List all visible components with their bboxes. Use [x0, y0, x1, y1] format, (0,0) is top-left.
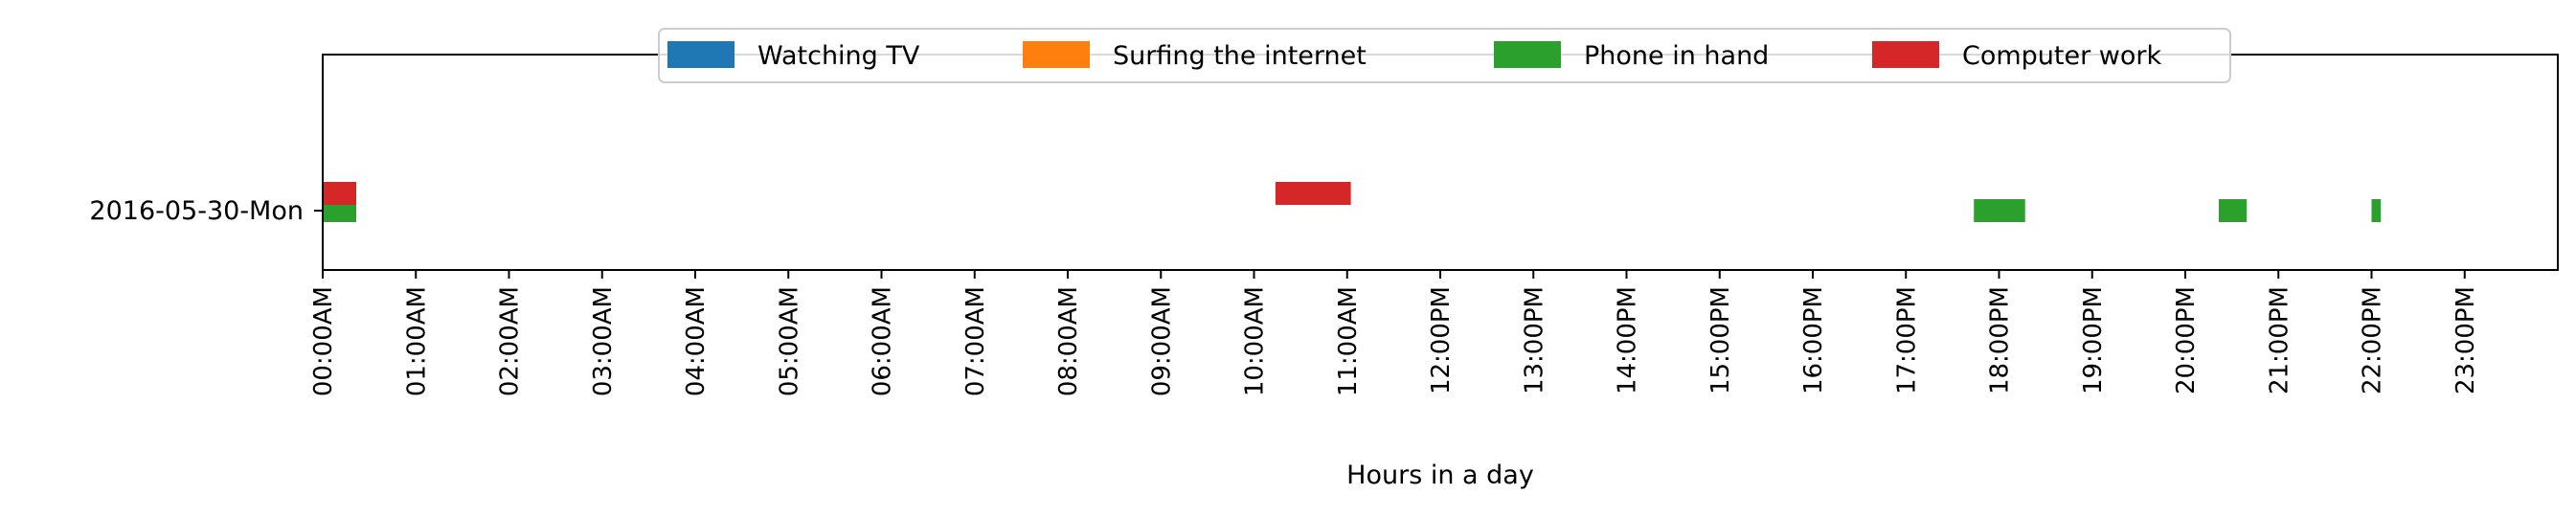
x-tick-label: 09:00AM	[1147, 286, 1176, 396]
y-axis: 2016-05-30-Mon	[89, 196, 323, 226]
x-tick-label: 20:00PM	[2172, 286, 2201, 394]
legend-label: Phone in hand	[1584, 41, 1769, 71]
x-tick-label: 00:00AM	[309, 286, 338, 396]
x-tick-label: 03:00AM	[589, 286, 618, 396]
x-axis: 00:00AM 01:00AM 02:00AM 03:00AM 04:00AM 05:00…	[309, 270, 2480, 396]
x-tick-label: 07:00AM	[961, 286, 990, 396]
x-tick-label: 11:00AM	[1334, 286, 1363, 396]
x-tick-label: 15:00PM	[1706, 286, 1735, 394]
bar-computer-work-0	[323, 182, 357, 205]
legend-label: Surfing the internet	[1113, 41, 1367, 71]
legend-swatch	[1023, 41, 1090, 68]
x-tick-label: 08:00AM	[1054, 286, 1083, 396]
x-tick-label: 13:00PM	[1520, 286, 1548, 394]
x-tick-label: 19:00PM	[2079, 286, 2108, 394]
x-tick-label: 14:00PM	[1614, 286, 1642, 394]
plot-frame	[322, 54, 2559, 271]
x-tick-label: 18:00PM	[1986, 286, 2015, 394]
x-tick-label: 01:00AM	[402, 286, 431, 396]
x-tick-label: 22:00PM	[2359, 286, 2387, 394]
x-tick-label: 10:00AM	[1241, 286, 1270, 396]
bar-phone-in-hand-3	[2371, 199, 2382, 222]
legend-swatch	[1494, 41, 1561, 68]
legend-label: Watching TV	[757, 41, 920, 71]
x-axis-label: Hours in a day	[1346, 461, 1534, 490]
x-tick-label: 06:00AM	[869, 286, 897, 396]
bar-phone-in-hand-1	[1974, 199, 2025, 222]
x-tick-label: 12:00PM	[1427, 286, 1456, 394]
bar-phone-in-hand-2	[2219, 199, 2248, 222]
x-tick-label: 04:00AM	[682, 286, 711, 396]
x-tick-label: 23:00PM	[2452, 286, 2480, 394]
legend-label: Computer work	[1962, 41, 2162, 71]
x-tick-label: 02:00AM	[496, 286, 525, 396]
legend: Watching TV Surfing the internet Phone in …	[658, 28, 2231, 83]
y-tick-label: 2016-05-30-Mon	[89, 196, 304, 226]
x-tick-label: 05:00AM	[775, 286, 803, 396]
legend-swatch	[1872, 41, 1939, 68]
bars-layer	[323, 182, 2382, 222]
legend-swatch	[667, 41, 734, 68]
x-tick-label: 17:00PM	[1892, 286, 1921, 394]
x-tick-label: 16:00PM	[1799, 286, 1828, 394]
bar-computer-work-1	[1275, 182, 1351, 205]
x-tick-label: 21:00PM	[2265, 286, 2294, 394]
